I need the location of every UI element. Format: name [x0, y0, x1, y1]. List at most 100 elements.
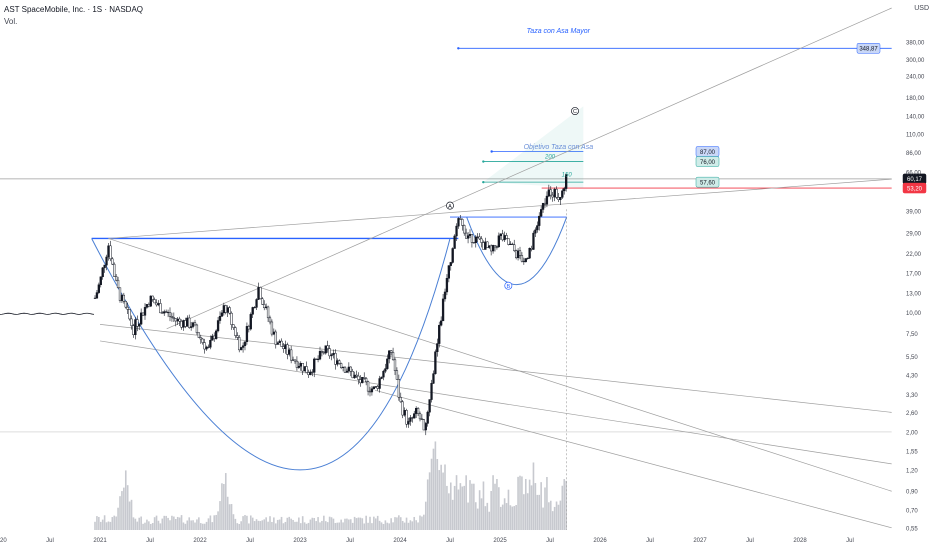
volume-bar	[228, 504, 231, 530]
candle-body	[224, 305, 227, 313]
candle-body	[422, 419, 425, 431]
volume-bar	[488, 511, 491, 530]
level-start-dot	[457, 47, 460, 50]
volume-bar	[369, 516, 371, 530]
volume-bar	[238, 523, 241, 530]
price-badge-label: 348,87	[859, 47, 878, 53]
candle-body	[380, 376, 383, 379]
candle-body	[116, 279, 120, 289]
candle-body	[411, 417, 414, 419]
candle-body	[128, 309, 131, 320]
candle-body	[268, 317, 272, 323]
candle-body	[511, 243, 514, 245]
volume-bar	[276, 519, 279, 530]
volume-bar	[451, 499, 454, 530]
candle-body	[322, 351, 325, 354]
x-tick-label: 2024	[393, 538, 407, 544]
candle-body	[474, 236, 477, 244]
volume-bar	[411, 521, 414, 530]
volume-bar	[338, 522, 341, 530]
volume-bar	[498, 487, 500, 530]
candle-body	[445, 278, 449, 293]
candle-body	[561, 190, 564, 198]
volume-bar	[209, 515, 212, 530]
candle-body	[338, 360, 341, 364]
candle-body	[505, 235, 508, 239]
price-badge-label: 76,00	[700, 160, 716, 166]
candle-body	[132, 325, 135, 335]
candle-body	[351, 371, 354, 379]
volume-bar	[269, 516, 271, 530]
annotation-text: Taza con Asa Mayor	[527, 28, 591, 35]
candle-body	[311, 371, 314, 373]
candle-body	[288, 349, 291, 355]
y-tick-label: 0,90	[906, 490, 918, 496]
candle-body	[332, 352, 335, 356]
candle-body	[103, 264, 106, 269]
candle-body	[299, 363, 302, 367]
volume-bar	[559, 500, 562, 530]
candle-body	[390, 350, 393, 353]
annotation-text: Objetivo Taza con Asa	[524, 144, 594, 151]
candle-body	[124, 301, 127, 308]
volume-bar	[561, 485, 564, 530]
candle-body	[195, 324, 199, 333]
candle-body	[172, 317, 175, 319]
candle-body	[170, 316, 174, 318]
y-tick-label: 5,50	[906, 355, 918, 361]
x-tick-label: 2025	[493, 538, 507, 544]
candle-body	[136, 319, 139, 327]
y-tick-label: 86,00	[906, 151, 922, 157]
volume-bar	[442, 472, 444, 530]
candle-body	[370, 388, 374, 393]
volume-bar	[234, 518, 237, 530]
price-badge	[695, 156, 720, 167]
candle-body	[188, 317, 191, 328]
x-tick-label: Jul	[846, 538, 854, 544]
volume-label: Vol.	[4, 17, 18, 26]
candle-body	[418, 413, 422, 420]
y-tick-label: 2,60	[906, 411, 918, 417]
volume-bar	[311, 517, 314, 530]
volume-bar	[313, 518, 316, 530]
candle-body	[384, 368, 387, 372]
candle-body	[530, 247, 533, 250]
candle-body	[490, 245, 493, 252]
volume-bar	[473, 483, 475, 530]
candle-body	[470, 234, 474, 243]
candle-body	[315, 358, 318, 360]
candle-body	[191, 322, 195, 327]
volume-bar	[557, 504, 560, 530]
volume-bar	[263, 519, 266, 530]
candle-body	[95, 292, 99, 299]
candle-body	[301, 363, 304, 372]
y-tick-label: 10,00	[906, 311, 922, 317]
x-tick-label: Jul	[246, 538, 254, 544]
candle-body	[238, 337, 241, 351]
candle-body	[441, 298, 445, 322]
volume-bar	[201, 523, 204, 530]
candle-body	[145, 304, 149, 308]
candle-body	[451, 248, 454, 263]
y-tick-label: 66,00	[906, 171, 922, 177]
price-badge-label: 60,17	[907, 177, 923, 183]
candle-body	[549, 189, 552, 196]
candle-body	[265, 306, 268, 309]
candle-body	[228, 307, 231, 314]
candle-body	[134, 319, 137, 335]
candle-body	[216, 320, 220, 332]
volume-bar	[161, 518, 164, 530]
candle-body	[432, 373, 435, 384]
candle-body	[334, 352, 337, 365]
candle-body	[515, 250, 518, 259]
candle-body	[261, 298, 264, 305]
volume-bar	[357, 517, 360, 530]
level-start-dot	[482, 160, 485, 163]
candle-body	[401, 401, 404, 416]
candle-body	[313, 358, 316, 373]
candle-body	[174, 318, 177, 322]
target-zone	[483, 106, 584, 189]
volume-bar	[259, 521, 262, 530]
volume-bar	[426, 479, 429, 530]
